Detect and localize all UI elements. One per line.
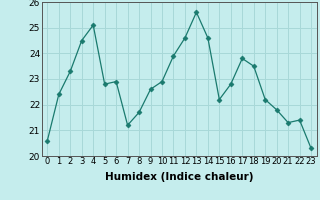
X-axis label: Humidex (Indice chaleur): Humidex (Indice chaleur) bbox=[105, 172, 253, 182]
